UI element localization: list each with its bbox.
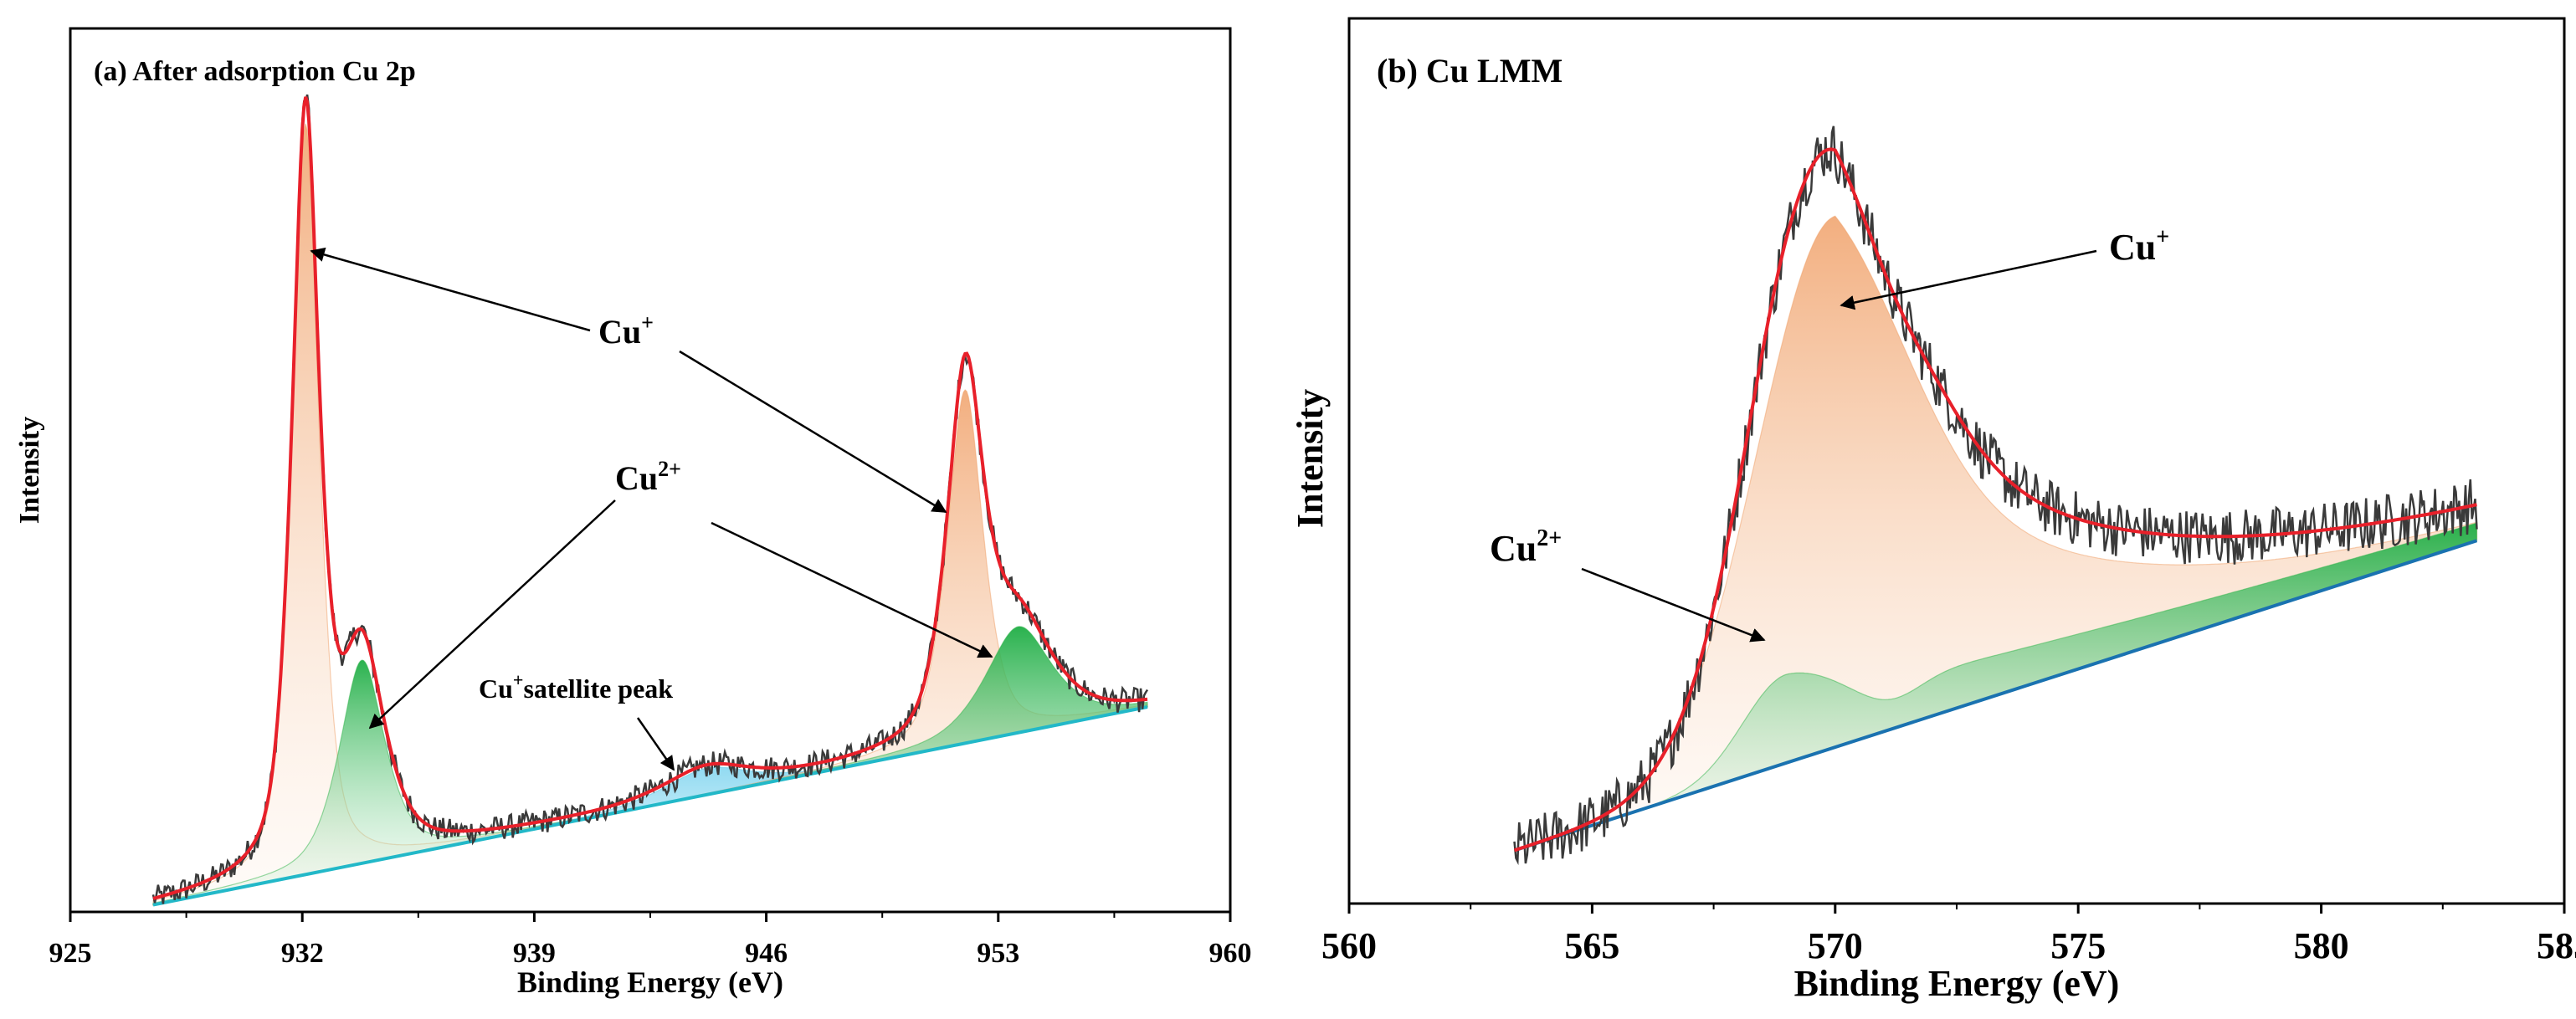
panel-b-title: (b) Cu LMM [1377, 52, 1563, 90]
arrow-a-cu-plus-1 [310, 247, 591, 332]
arrow-a-cu-plus-2 [679, 350, 947, 514]
arrow-a-satellite [636, 717, 675, 771]
panel-b-annotations: Cu+ Cu2+ [1490, 224, 2169, 643]
x-tick-label: 932 [281, 938, 324, 969]
arrow-a-cu-2plus-1 [368, 499, 616, 730]
panel-b-ylabel: Intensity [1290, 389, 1331, 528]
x-tick-label: 575 [2050, 925, 2106, 966]
x-tick-label: 560 [1321, 925, 1377, 966]
panel-a-annotations: Cu+ Cu2+ Cu+satellite peak [310, 247, 993, 771]
panel-a-ticks: 925 932 939 946 953 960 [49, 912, 1252, 969]
x-tick-label: 570 [1808, 925, 1863, 966]
x-tick-label: 565 [1564, 925, 1619, 966]
panel-b-xlabel: Binding Energy (eV) [1794, 963, 2120, 1004]
panel-b-ticks: 560 565 570 575 580 585 [1321, 904, 2576, 966]
envelope-fit-line [1513, 147, 2477, 853]
panel-b-label-cu-2plus: Cu2+ [1490, 525, 1562, 569]
x-tick-label: 960 [1209, 938, 1252, 969]
panel-a-plot [151, 94, 1149, 907]
x-tick-label: 925 [49, 938, 92, 969]
panel-a-label-cu-plus: Cu+ [598, 310, 654, 351]
panel-a: (a) After adsorption Cu 2p Intensity Bin… [14, 27, 1252, 999]
panel-a-title: (a) After adsorption Cu 2p [94, 56, 416, 87]
arrow-b-cu-2plus [1581, 567, 1766, 643]
x-tick-label: 953 [977, 938, 1019, 969]
panel-b-label-cu-plus: Cu+ [2109, 224, 2169, 268]
baseline-line [152, 705, 1148, 907]
arrow-a-cu-2plus-2 [711, 521, 993, 658]
x-tick-label: 946 [745, 938, 788, 969]
baseline-line [1513, 539, 2478, 853]
panel-a-label-satellite: Cu+satellite peak [479, 669, 673, 704]
panel-a-xlabel: Binding Energy (eV) [517, 965, 783, 999]
x-tick-label: 580 [2294, 925, 2349, 966]
x-tick-label: 585 [2537, 925, 2576, 966]
x-tick-label: 939 [513, 938, 556, 969]
panel-b-plot [1513, 125, 2478, 866]
panel-a-label-cu-2plus: Cu2+ [615, 457, 681, 497]
panel-a-frame [69, 27, 1232, 914]
envelope-fit-line [152, 96, 1148, 900]
arrow-b-cu-plus [1840, 249, 2097, 310]
panel-b: (b) Cu LMM Intensity Binding Energy (eV)… [1290, 17, 2576, 1004]
panel-a-ylabel: Intensity [14, 417, 45, 524]
